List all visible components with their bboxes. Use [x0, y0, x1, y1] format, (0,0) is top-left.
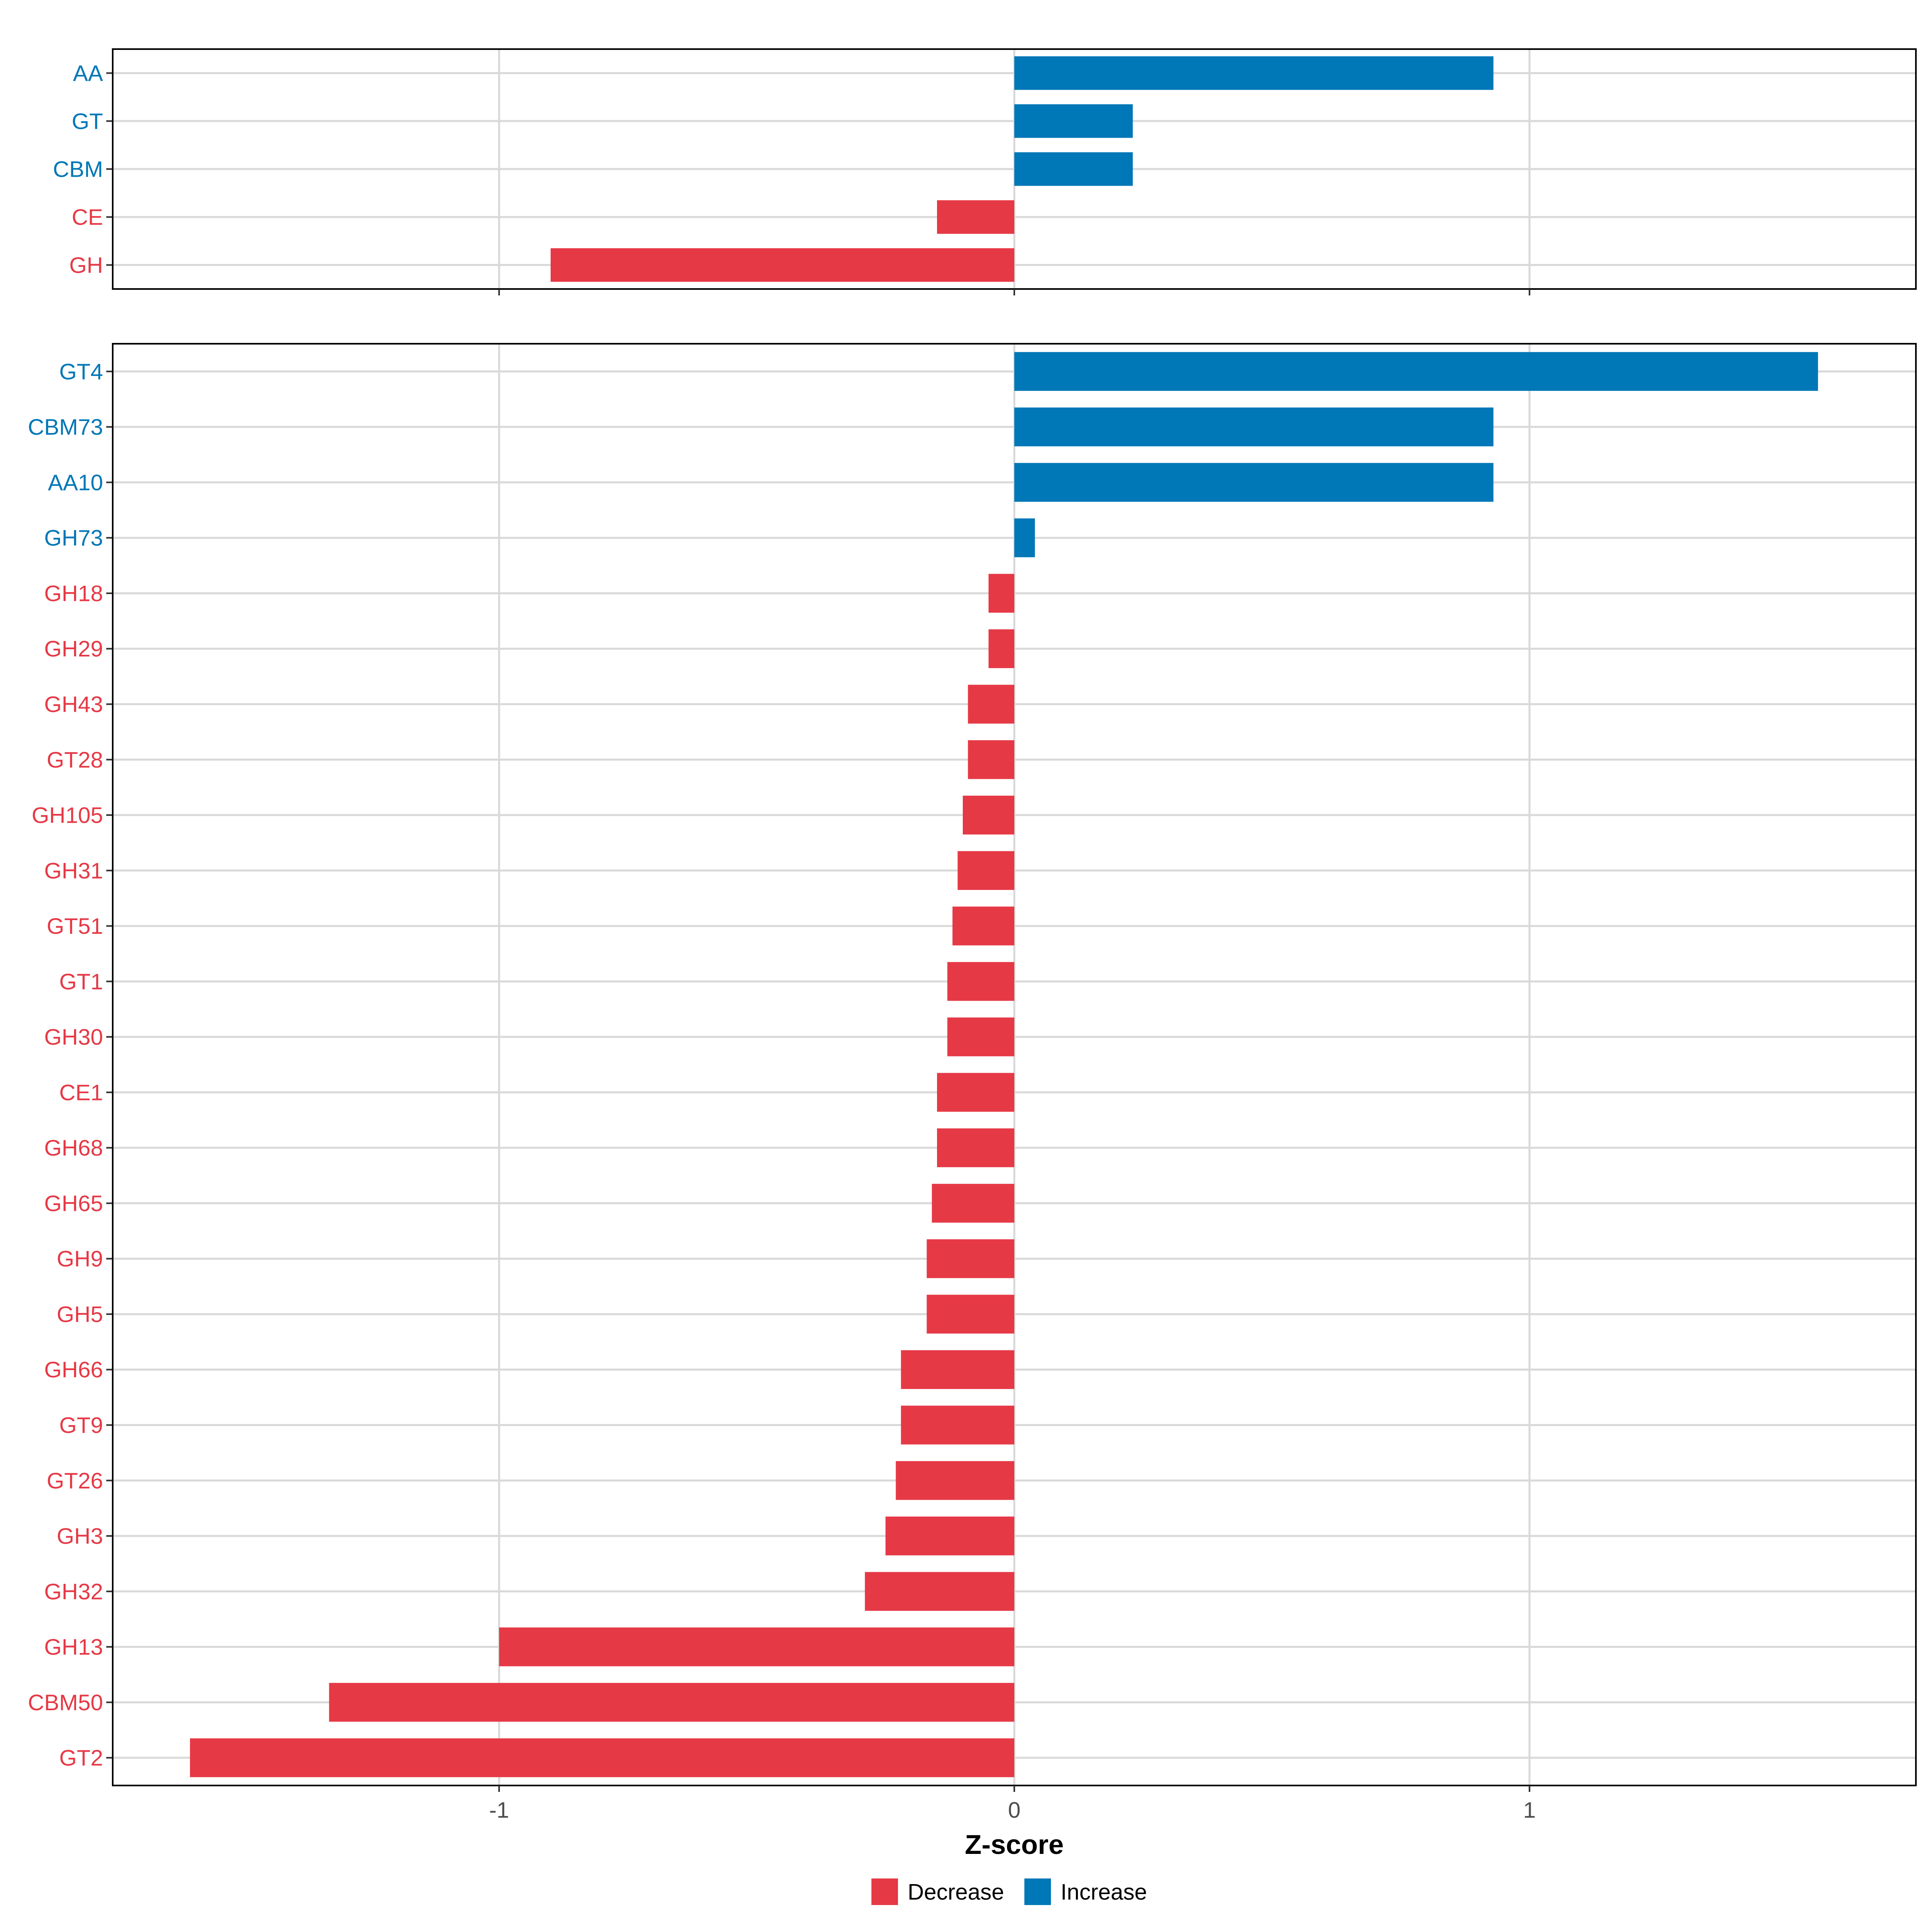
bar-GH: [551, 248, 1014, 282]
bar-GH3: [886, 1516, 1014, 1556]
category-label-GH66: GH66: [44, 1357, 103, 1382]
bar-GH5: [927, 1294, 1014, 1334]
category-label-CE: CE: [72, 204, 103, 230]
bar-AA10: [1014, 463, 1494, 502]
bar-GT1: [947, 962, 1014, 1001]
category-label-GT28: GT28: [47, 747, 103, 772]
category-label-GH13: GH13: [44, 1634, 103, 1660]
category-label-CBM73: CBM73: [28, 414, 103, 440]
x-tick-label-0: -1: [489, 1797, 509, 1823]
category-label-GT1: GT1: [59, 969, 103, 994]
bar-GT51: [952, 906, 1014, 945]
bar-GH13: [499, 1627, 1014, 1666]
category-label-GH68: GH68: [44, 1135, 103, 1160]
legend-swatch-increase: [1024, 1878, 1051, 1905]
bar-GT2: [190, 1738, 1014, 1777]
category-label-GT51: GT51: [47, 913, 103, 939]
bar-GH105: [963, 795, 1014, 835]
category-label-GH: GH: [69, 252, 103, 278]
category-label-GH18: GH18: [44, 580, 103, 606]
bar-GH73: [1014, 518, 1035, 557]
category-label-GH105: GH105: [32, 803, 103, 828]
bar-GH31: [958, 851, 1014, 890]
category-label-AA10: AA10: [48, 470, 103, 495]
legend: Decrease Increase: [871, 1878, 1147, 1905]
category-label-GT9: GT9: [59, 1412, 103, 1438]
category-label-GT4: GT4: [59, 359, 103, 384]
bar-AA: [1014, 56, 1494, 90]
category-label-GH65: GH65: [44, 1191, 103, 1216]
bar-GT: [1014, 104, 1133, 138]
bar-GT4: [1014, 352, 1818, 391]
bar-CE1: [937, 1073, 1014, 1112]
legend-swatch-decrease: [871, 1878, 898, 1905]
category-label-GH31: GH31: [44, 858, 103, 883]
category-label-CBM50: CBM50: [28, 1690, 103, 1715]
bar-GT26: [896, 1461, 1014, 1500]
bar-GH18: [989, 574, 1014, 613]
bar-CBM73: [1014, 407, 1494, 446]
bar-GH32: [865, 1572, 1014, 1611]
bar-GH30: [947, 1017, 1014, 1057]
bar-GH29: [989, 629, 1014, 668]
category-label-CBM: CBM: [53, 157, 103, 182]
legend-label-increase: Increase: [1061, 1879, 1147, 1905]
bar-CBM: [1014, 152, 1133, 186]
bar-GH43: [968, 685, 1014, 724]
legend-label-decrease: Decrease: [908, 1879, 1004, 1905]
bar-GT28: [968, 740, 1014, 779]
category-label-GT: GT: [72, 108, 103, 134]
bar-GT9: [901, 1406, 1014, 1445]
category-label-GH3: GH3: [57, 1523, 103, 1549]
panel-bottom: GT4 CBM73 AA10 GH73 GH18 GH29 GH43 GT28 GH105 GH3…: [28, 343, 1917, 1792]
category-label-GH73: GH73: [44, 525, 103, 551]
bar-CBM50: [329, 1683, 1014, 1722]
category-label-GT2: GT2: [59, 1745, 103, 1771]
x-tick-label-2: 1: [1523, 1797, 1536, 1823]
category-label-GH30: GH30: [44, 1024, 103, 1050]
category-label-GH43: GH43: [44, 691, 103, 717]
category-label-GH5: GH5: [57, 1301, 103, 1327]
bar-GH9: [927, 1239, 1014, 1278]
bar-GH68: [937, 1128, 1014, 1167]
x-tick-label-1: 0: [1008, 1797, 1020, 1823]
category-label-GT26: GT26: [47, 1468, 103, 1493]
bar-CE: [937, 200, 1014, 234]
category-label-CE1: CE1: [59, 1080, 103, 1105]
x-axis-title: Z-score: [965, 1829, 1064, 1860]
bar-GH66: [901, 1350, 1014, 1389]
category-label-AA: AA: [73, 60, 103, 86]
category-label-GH32: GH32: [44, 1579, 103, 1604]
panel-top: AA GT CBM CE GH: [53, 48, 1917, 295]
category-label-GH29: GH29: [44, 636, 103, 661]
category-label-GH9: GH9: [57, 1246, 103, 1271]
bar-GH65: [932, 1184, 1014, 1223]
